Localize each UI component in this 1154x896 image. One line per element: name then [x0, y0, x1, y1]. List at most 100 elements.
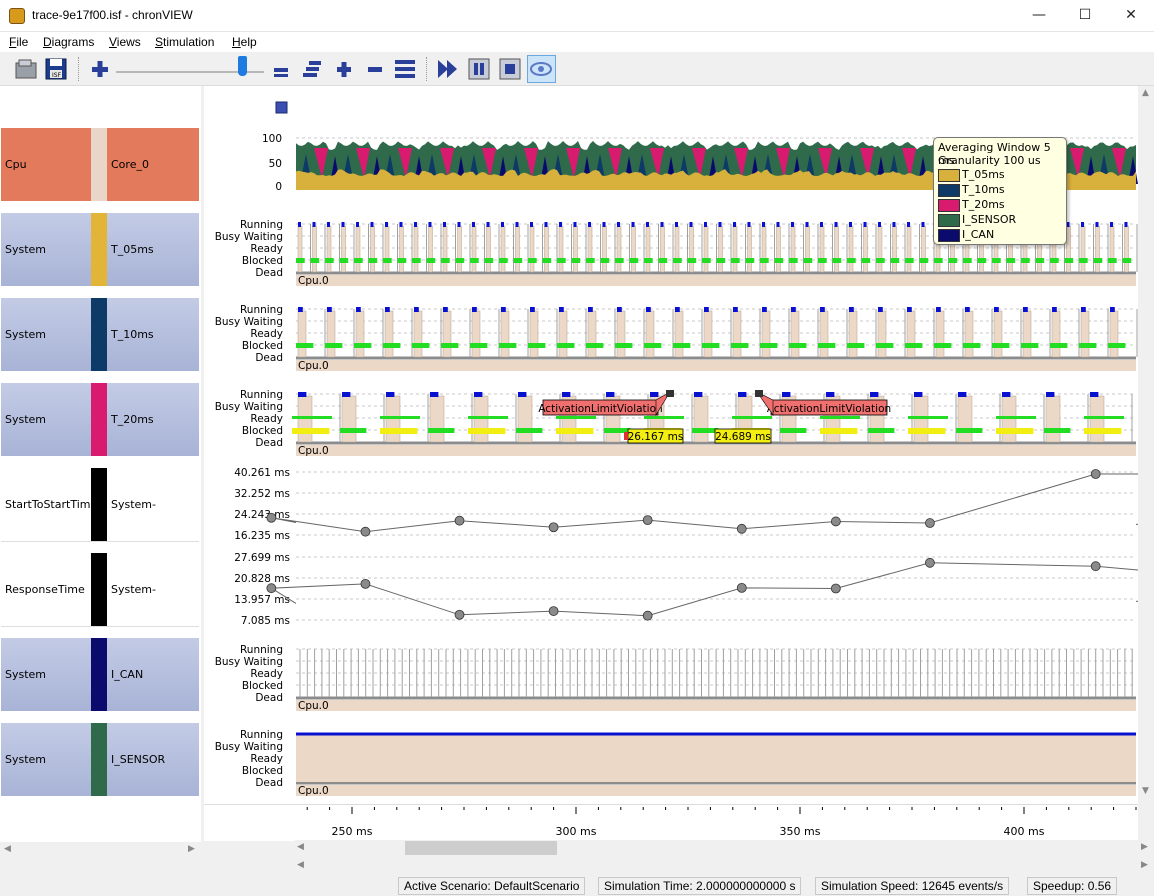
- vertical-scrollbar[interactable]: ▲ ▼: [1138, 86, 1154, 804]
- view-toggle-button[interactable]: [527, 55, 556, 83]
- running-area: [296, 734, 1136, 782]
- row-label-0[interactable]: Cpu Core_0: [1, 128, 199, 201]
- task-activation: [384, 310, 394, 358]
- response-time-chart: 27.699 ms 20.828 ms 13.957 ms 7.085 ms: [234, 552, 1138, 627]
- chart-data-point: [642, 610, 653, 621]
- task-activation: [718, 225, 723, 273]
- ready-segment: [820, 416, 860, 419]
- task-activation: [906, 310, 916, 358]
- load-band-t-20ms: [566, 148, 580, 178]
- running-segment: [782, 392, 791, 397]
- task-activation: [732, 310, 742, 358]
- state-label: Dead: [255, 777, 283, 789]
- maximize-button[interactable]: ☐: [1078, 7, 1092, 23]
- minimize-button[interactable]: —: [1032, 7, 1046, 23]
- blocked-segment: [470, 343, 488, 348]
- running-segment: [559, 307, 564, 312]
- horizontal-scroll-thumb[interactable]: [405, 841, 557, 855]
- save-trace-button[interactable]: ISF: [43, 56, 69, 82]
- chart-data-point: [266, 583, 277, 594]
- running-segment: [805, 222, 809, 227]
- close-button[interactable]: ✕: [1125, 7, 1137, 23]
- blocked-segment: [354, 343, 372, 348]
- blocked-segment: [876, 343, 894, 348]
- chart-data-point: [925, 518, 935, 528]
- running-segment: [791, 307, 796, 312]
- stop-simulation-button[interactable]: [497, 56, 523, 82]
- close-trace-button[interactable]: [13, 56, 39, 82]
- row-label-2[interactable]: System T_10ms: [1, 298, 199, 371]
- blocked-segment: [455, 258, 465, 263]
- row-labels-panel: Cpu Core_0 System T_05ms System T_10ms System T…: [0, 86, 201, 846]
- legend-label: T_20ms: [962, 198, 1005, 211]
- pause-simulation-button[interactable]: [466, 56, 492, 82]
- scroll-left-icon[interactable]: ◀: [297, 860, 304, 870]
- zoom-slider[interactable]: [116, 56, 264, 82]
- blocked-segment: [383, 258, 392, 263]
- row-entity-name: I_CAN: [107, 638, 199, 711]
- blocked-segment: [1006, 258, 1016, 263]
- activation-limit-violation-1-text: ActivationLimitViolation: [538, 403, 662, 415]
- legend-swatch: [938, 214, 960, 227]
- zoom-out-button[interactable]: [268, 56, 294, 82]
- blocked-segment: [847, 343, 865, 348]
- menu-views[interactable]: Views: [109, 35, 141, 49]
- scroll-down-icon[interactable]: ▼: [1142, 786, 1149, 796]
- row-color-swatch: [91, 638, 107, 711]
- blocked-segment: [1093, 258, 1103, 263]
- blocked-segment: [905, 343, 923, 348]
- blocked-segment: [731, 258, 740, 263]
- scroll-right-icon[interactable]: ▶: [1141, 860, 1148, 870]
- blocked-segment: [956, 428, 983, 433]
- scroll-left-icon[interactable]: ◀: [297, 842, 304, 852]
- running-segment: [298, 392, 307, 397]
- scroll-right-icon[interactable]: ▶: [188, 844, 195, 854]
- expand-rows-button[interactable]: [331, 56, 357, 82]
- blocked-segment: [629, 258, 639, 263]
- menu-stimulation[interactable]: Stimulation: [155, 35, 215, 49]
- blocked-segment: [513, 258, 523, 263]
- zoom-slider-thumb[interactable]: [238, 56, 248, 76]
- fast-forward-icon: [438, 60, 457, 78]
- main-horizontal-scrollbar[interactable]: ◀ ▶: [295, 840, 1154, 856]
- scroll-left-icon[interactable]: ◀: [4, 844, 11, 854]
- run-simulation-button[interactable]: [435, 56, 461, 82]
- chart-data-point: [736, 582, 747, 593]
- chart-axis-label: 27.699 ms: [234, 552, 290, 564]
- task-activation: [413, 225, 419, 273]
- scroll-right-icon[interactable]: ▶: [1141, 842, 1148, 852]
- blocked-segment: [934, 343, 952, 348]
- row-label-7[interactable]: System I_SENSOR: [1, 723, 199, 796]
- row-label-6[interactable]: System I_CAN: [1, 638, 199, 711]
- zoom-in-button[interactable]: [87, 56, 113, 82]
- menu-file[interactable]: File: [9, 35, 29, 49]
- zoom-fit-button[interactable]: [299, 56, 325, 82]
- row-label-3[interactable]: System T_20ms: [1, 383, 199, 456]
- menu-diagrams[interactable]: Diagrams: [43, 35, 95, 49]
- task-activation: [558, 310, 568, 358]
- menu-help[interactable]: Help: [232, 35, 257, 49]
- task-activation: [602, 225, 607, 273]
- task-activation: [500, 310, 510, 358]
- task-activation: [1080, 310, 1090, 358]
- running-segment: [602, 222, 606, 227]
- left-horizontal-scrollbar[interactable]: ◀ ▶: [0, 842, 201, 858]
- collapse-rows-button[interactable]: [362, 56, 388, 82]
- running-segment: [689, 222, 693, 227]
- secondary-horizontal-scrollbar[interactable]: ◀ ▶: [295, 858, 1154, 874]
- state-label: Dead: [255, 267, 283, 279]
- blocked-segment: [499, 343, 517, 348]
- ready-segment: [292, 416, 332, 419]
- scroll-up-icon[interactable]: ▲: [1142, 88, 1149, 98]
- running-segment: [820, 307, 825, 312]
- task-activation: [1109, 310, 1119, 358]
- task-activation: [993, 310, 1003, 358]
- row-height-button[interactable]: [392, 56, 418, 82]
- blocked-segment: [644, 343, 662, 348]
- row-label-1[interactable]: System T_05ms: [1, 213, 199, 286]
- blocked-segment: [615, 343, 633, 348]
- blocked-segment: [876, 258, 885, 263]
